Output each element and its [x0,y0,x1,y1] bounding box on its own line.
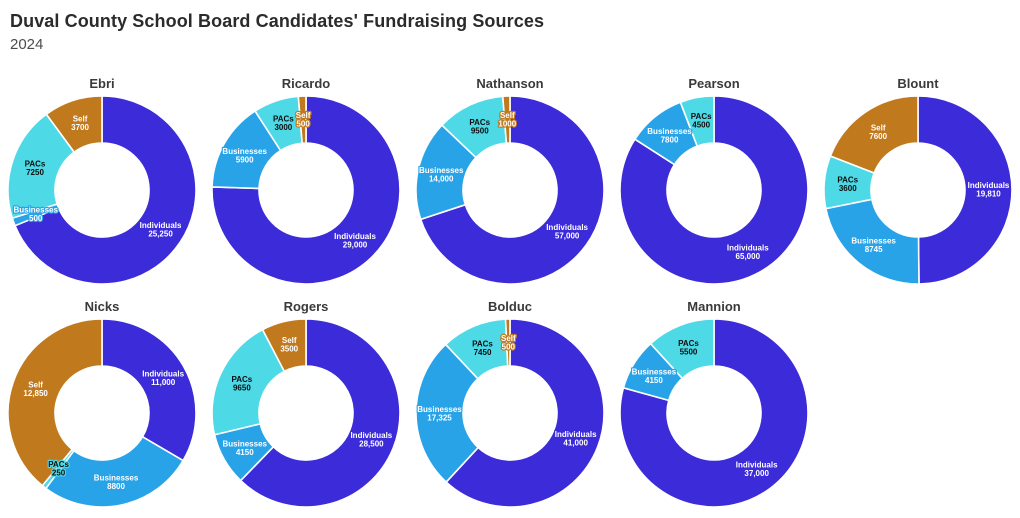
donut-svg-blount: Individuals 19,810 Businesses 8745 PACs 3600 S… [823,95,1013,285]
chart-title-bolduc: Bolduc [487,299,533,314]
slice-label-mannion-individuals: Individuals 37,000 [736,461,778,479]
donut-slice-mannion-pacs [649,318,715,380]
donut-chart-nicks: Nicks Individuals 11,000 Businesses 8800 PACs… [0,299,204,509]
donut-slice-rogers-individuals [239,318,401,508]
donut-slice-ebri-individuals [14,95,197,285]
donut-slice-blount-businesses [825,198,920,285]
donut-chart-ebri: Ebri Individuals 25,250 Businesses 500 PACs 72… [0,76,204,286]
slice-label-ebri-self: Self 3700 [71,115,89,133]
slice-label-nathanson-individuals: Individuals 57,000 [546,223,588,241]
slice-label-pearson-businesses: Businesses 7800 [647,127,692,145]
slice-label-ebri-businesses: Businesses 500 [13,205,58,223]
donut-slice-rogers-pacs [211,328,286,436]
donut-slice-ricardo-self [297,95,307,144]
chart-title-mannion: Mannion [687,299,741,314]
slice-label-nathanson-pacs: PACs 9500 [469,118,490,135]
slice-label-blount-pacs: PACs 3600 [837,176,858,194]
chart-title-nathanson: Nathanson [476,76,544,91]
slice-label-ricardo-pacs: PACs 3000 [273,115,294,133]
donut-slice-nathanson-self [501,95,511,144]
donut-chart-ricardo: Ricardo Individuals 29,000 Businesses 5900 PA… [204,76,408,286]
slice-label-pearson-individuals: Individuals 65,000 [727,243,769,260]
slice-label-ebri-individuals: Individuals 25,250 [140,221,182,239]
slice-label-nicks-individuals: Individuals 11,000 [142,369,184,387]
slice-label-bolduc-pacs: PACs 7450 [472,340,493,358]
donut-slice-bolduc-self [504,318,511,367]
donut-svg-ebri: Individuals 25,250 Businesses 500 PACs 7250 Se… [7,95,197,285]
slice-label-bolduc-businesses: Businesses 17,325 [417,405,462,423]
slice-label-nicks-pacs: PACs 250 [48,460,69,478]
donut-svg-bolduc: Individuals 41,000 Businesses 17,325 PACs 745… [415,318,605,508]
slice-label-rogers-self: Self 3500 [280,336,298,354]
donut-svg-ricardo: Individuals 29,000 Businesses 5900 PACs 3000S… [211,95,401,285]
slice-label-mannion-businesses: Businesses 4150 [632,368,677,386]
slice-label-nicks-self: Self 12,850 [23,381,48,399]
slice-label-bolduc-individuals: Individuals 41,000 [555,430,597,448]
chart-row-2: Nicks Individuals 11,000 Businesses 8800 PACs… [0,299,1020,509]
chart-title-pearson: Pearson [688,76,740,91]
chart-title-blount: Blount [897,76,939,91]
donut-chart-nathanson: Nathanson Individuals 57,000 Businesses 14,0… [408,76,612,286]
donut-slice-bolduc-businesses [415,343,479,483]
slice-label-blount-businesses: Businesses 8745 [851,236,896,254]
slice-label-rogers-businesses: Businesses 4150 [223,439,268,457]
donut-slice-bolduc-individuals [445,318,605,508]
slice-label-nathanson-businesses: Businesses 14,000 [419,166,464,184]
slice-label-nicks-businesses: Businesses 8800 [94,474,139,492]
donut-slice-pearson-pacs [679,95,715,147]
charts-grid: Ebri Individuals 25,250 Businesses 500 PACs 72… [0,76,1020,509]
donut-slice-ricardo-individuals [211,95,401,285]
chart-title-ebri: Ebri [89,76,115,91]
donut-slice-blount-individuals [917,95,1013,285]
page-subtitle: 2024 [10,35,44,53]
slice-label-nathanson-self: Self 1000 [498,111,516,129]
donut-svg-nicks: Individuals 11,000 Businesses 8800 PACs 250 Se… [7,318,197,508]
donut-slice-ebri-self [45,95,103,153]
chart-row-1: Ebri Individuals 25,250 Businesses 500 PACs 72… [0,76,1020,286]
donut-chart-rogers: Rogers Individuals 28,500 Businesses 4150 PAC… [204,299,408,509]
donut-chart-pearson: Pearson Individuals 65,000 Businesses 7800 PA… [612,76,816,286]
donut-chart-bolduc: Bolduc Individuals 41,000 Businesses 17,325 P… [408,299,612,509]
slice-label-ricardo-individuals: Individuals 29,000 [334,232,376,250]
slice-label-rogers-pacs: PACs 9650 [232,375,253,393]
donut-chart-mannion: Mannion Individuals 37,000 Businesses 4150 PA… [612,299,816,509]
slice-label-ricardo-businesses: Businesses 5900 [222,147,267,165]
donut-svg-nathanson: Individuals 57,000 Businesses 14,000 PACs 950… [415,95,605,285]
donut-slice-pearson-individuals [619,95,809,285]
chart-header: Duval County School Board Candidates' Fu… [0,0,1020,54]
donut-slice-nicks-self [7,318,103,487]
slice-label-bolduc-self: Self 500 [501,334,516,352]
slice-label-blount-self: Self 7600 [869,123,887,140]
donut-slice-blount-self [829,95,919,174]
chart-title-ricardo: Ricardo [281,76,331,91]
slice-label-pearson-pacs: PACs 4500 [691,112,712,130]
page-title: Duval County School Board Candidates' Fu… [10,11,545,31]
donut-chart-blount: Blount Individuals 19,810 Businesses 8745 PAC… [816,76,1020,286]
slice-label-blount-individuals: Individuals 19,810 [968,181,1010,199]
chart-title-nicks: Nicks [84,299,120,314]
donut-slice-mannion-individuals [619,318,809,508]
donut-slice-nathanson-individuals [419,95,605,285]
slice-label-rogers-individuals: Individuals 28,500 [350,431,392,449]
slice-label-ebri-pacs: PACs 7250 [25,160,46,178]
slice-label-ricardo-self: Self 500 [296,111,311,129]
donut-svg-rogers: Individuals 28,500 Businesses 4150 PACs 9650 S… [211,318,401,508]
slice-label-mannion-pacs: PACs 5500 [678,339,699,357]
donut-slice-nicks-individuals [101,318,197,462]
chart-title-rogers: Rogers [283,299,329,314]
donut-slice-nicks-businesses [45,435,184,508]
donut-slice-rogers-self [261,318,307,373]
